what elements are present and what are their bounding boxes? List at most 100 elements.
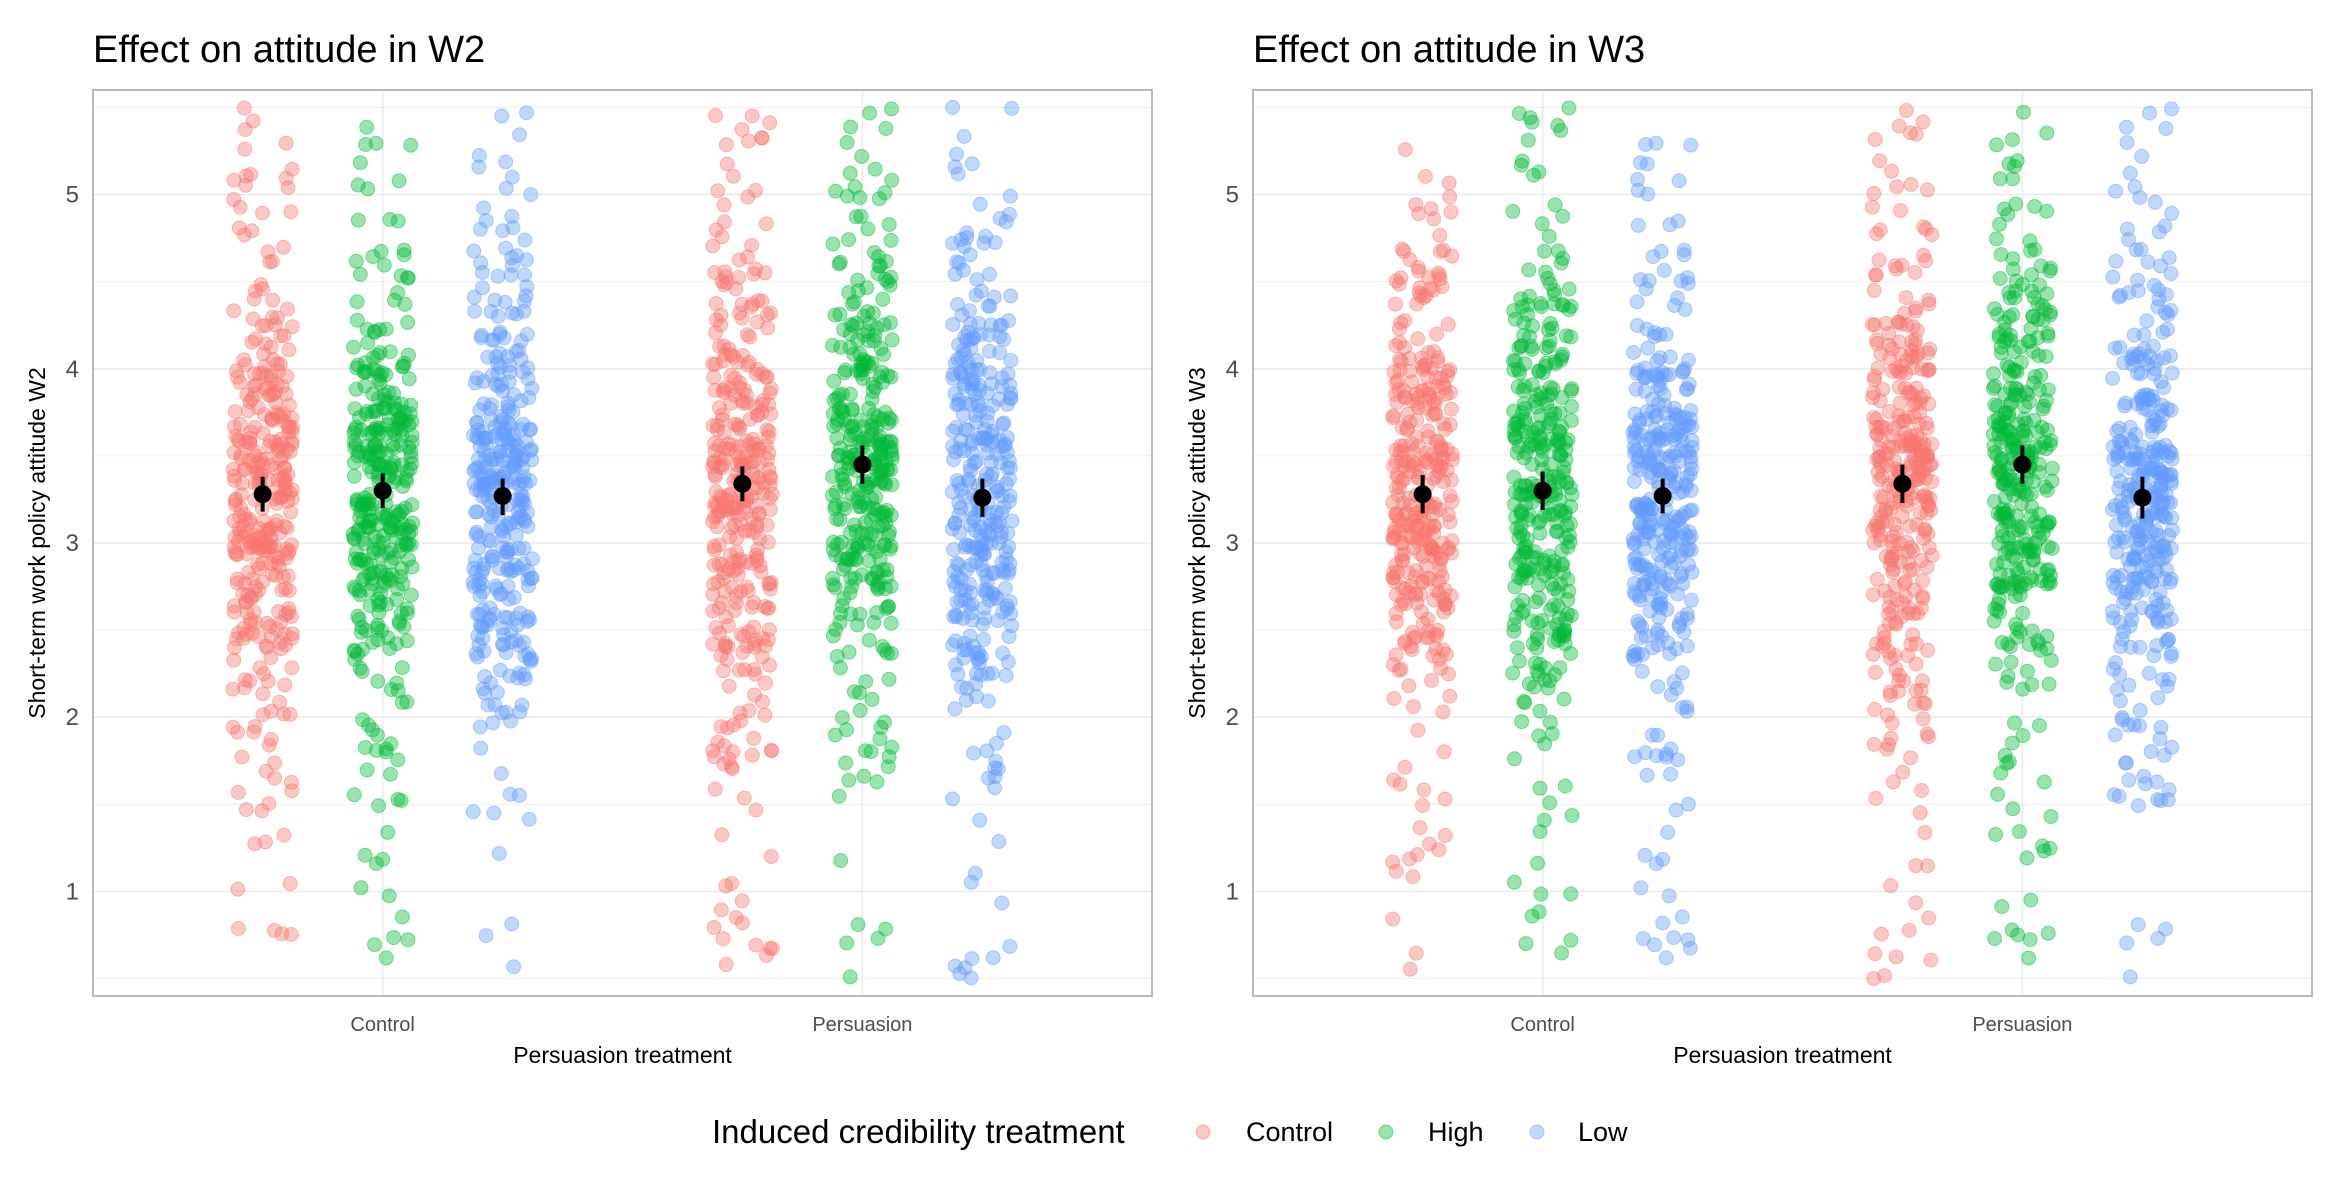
raw-point [2119, 119, 2134, 135]
raw-point [705, 238, 721, 254]
raw-point [717, 347, 733, 363]
raw-point [248, 448, 263, 464]
raw-point [508, 610, 524, 626]
raw-point [705, 586, 721, 602]
raw-point [234, 475, 250, 491]
raw-point [405, 515, 421, 531]
mean-point-control-control [253, 485, 272, 504]
raw-point [711, 600, 727, 616]
raw-point [255, 425, 271, 441]
raw-point [2010, 927, 2026, 943]
raw-point [877, 537, 893, 553]
raw-point [509, 443, 525, 459]
raw-point [242, 540, 258, 556]
raw-point [504, 916, 520, 932]
raw-point [721, 341, 737, 357]
raw-point [390, 683, 406, 699]
raw-point [706, 542, 722, 558]
raw-point [749, 550, 765, 566]
raw-point [761, 600, 777, 616]
raw-point [371, 444, 387, 460]
raw-point [354, 422, 369, 438]
raw-point [869, 565, 885, 581]
raw-point [730, 560, 746, 576]
raw-point [351, 583, 367, 599]
raw-point [374, 623, 390, 639]
raw-point [233, 450, 249, 466]
raw-point [946, 564, 962, 580]
raw-point [751, 442, 767, 457]
raw-point [1435, 642, 1451, 658]
raw-point [347, 440, 363, 456]
raw-point [260, 673, 276, 689]
raw-point [262, 254, 278, 270]
raw-point [226, 172, 242, 188]
raw-point [236, 462, 252, 478]
raw-point [2150, 690, 2166, 706]
mean-point-control-control [1413, 485, 1432, 504]
raw-point [491, 425, 506, 441]
raw-point [226, 513, 242, 529]
raw-point [352, 155, 368, 171]
raw-point [845, 418, 861, 434]
raw-point [854, 567, 870, 583]
raw-point [851, 434, 867, 450]
raw-point [269, 495, 285, 511]
raw-point [706, 557, 722, 573]
raw-point [378, 950, 394, 966]
raw-point [884, 172, 900, 188]
raw-point [1867, 665, 1883, 680]
raw-point [1919, 182, 1935, 198]
raw-point [1388, 296, 1403, 312]
raw-point [390, 752, 406, 768]
raw-point [2157, 571, 2172, 587]
raw-point [393, 437, 409, 453]
raw-point [523, 443, 539, 459]
raw-point [483, 304, 499, 319]
raw-point [1903, 750, 1918, 766]
raw-point [2024, 499, 2040, 515]
raw-point [1866, 736, 1882, 752]
raw-point [284, 436, 300, 452]
raw-point [284, 161, 300, 177]
raw-point [361, 451, 377, 467]
raw-point [353, 880, 369, 896]
raw-point [710, 734, 726, 750]
raw-point [762, 115, 778, 131]
raw-point [231, 533, 247, 549]
raw-point [1543, 403, 1559, 419]
raw-point [762, 502, 778, 518]
x-axis-title: Persuasion treatment [1673, 1042, 1892, 1068]
legend: Induced credibility treatment Control High… [712, 1113, 1628, 1150]
raw-point [2109, 463, 2125, 479]
raw-point [857, 515, 873, 530]
raw-point [840, 551, 856, 567]
raw-point [390, 285, 405, 301]
raw-point [485, 715, 501, 731]
raw-point [1675, 420, 1691, 435]
raw-point [706, 538, 722, 554]
raw-point [1409, 296, 1425, 312]
raw-point [237, 141, 253, 157]
raw-point [269, 405, 285, 421]
raw-point [2042, 307, 2058, 323]
raw-point [706, 369, 722, 385]
raw-point [403, 397, 419, 413]
raw-point [368, 420, 384, 435]
raw-point [1549, 524, 1564, 540]
raw-point [747, 636, 763, 652]
raw-point [884, 101, 899, 117]
raw-point [1554, 297, 1570, 313]
raw-point [758, 438, 774, 454]
raw-point [1397, 142, 1413, 158]
raw-point [1420, 611, 1436, 627]
raw-point [348, 437, 364, 453]
raw-point [381, 384, 396, 400]
raw-point [707, 435, 723, 451]
raw-point [762, 469, 778, 484]
raw-point [714, 557, 730, 573]
raw-point [1676, 624, 1692, 640]
raw-point [401, 519, 417, 534]
raw-point [359, 406, 374, 422]
raw-point [1636, 541, 1652, 557]
